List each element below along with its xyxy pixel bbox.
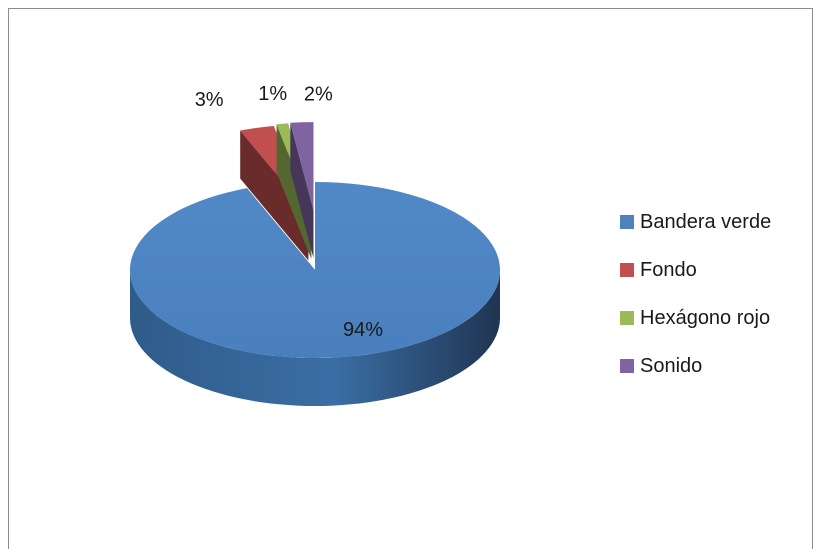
legend-label: Sonido — [640, 354, 703, 377]
legend-item-fondo: Fondo — [620, 246, 771, 294]
legend-swatch — [620, 263, 634, 277]
legend-swatch — [620, 359, 634, 373]
data-label: 3% — [195, 89, 224, 111]
legend-item-bandera-verde: Bandera verde — [620, 198, 771, 246]
pie-slice-sonido — [290, 122, 314, 259]
data-label: 2% — [304, 83, 333, 105]
legend-item-sonido: Sonido — [620, 342, 771, 390]
data-label: 1% — [258, 83, 287, 105]
legend-item-hexagono-rojo: Hexágono rojo — [620, 294, 771, 342]
legend-swatch — [620, 215, 634, 229]
legend-label: Fondo — [640, 258, 697, 281]
legend-label: Hexágono rojo — [640, 306, 771, 329]
legend-label: Bandera verde — [640, 210, 772, 233]
legend: Bandera verde Fondo Hexágono rojo Sonido — [620, 198, 771, 390]
pie-slice-bandera-verde — [129, 182, 500, 406]
data-label: 94% — [343, 319, 383, 341]
legend-swatch — [620, 311, 634, 325]
